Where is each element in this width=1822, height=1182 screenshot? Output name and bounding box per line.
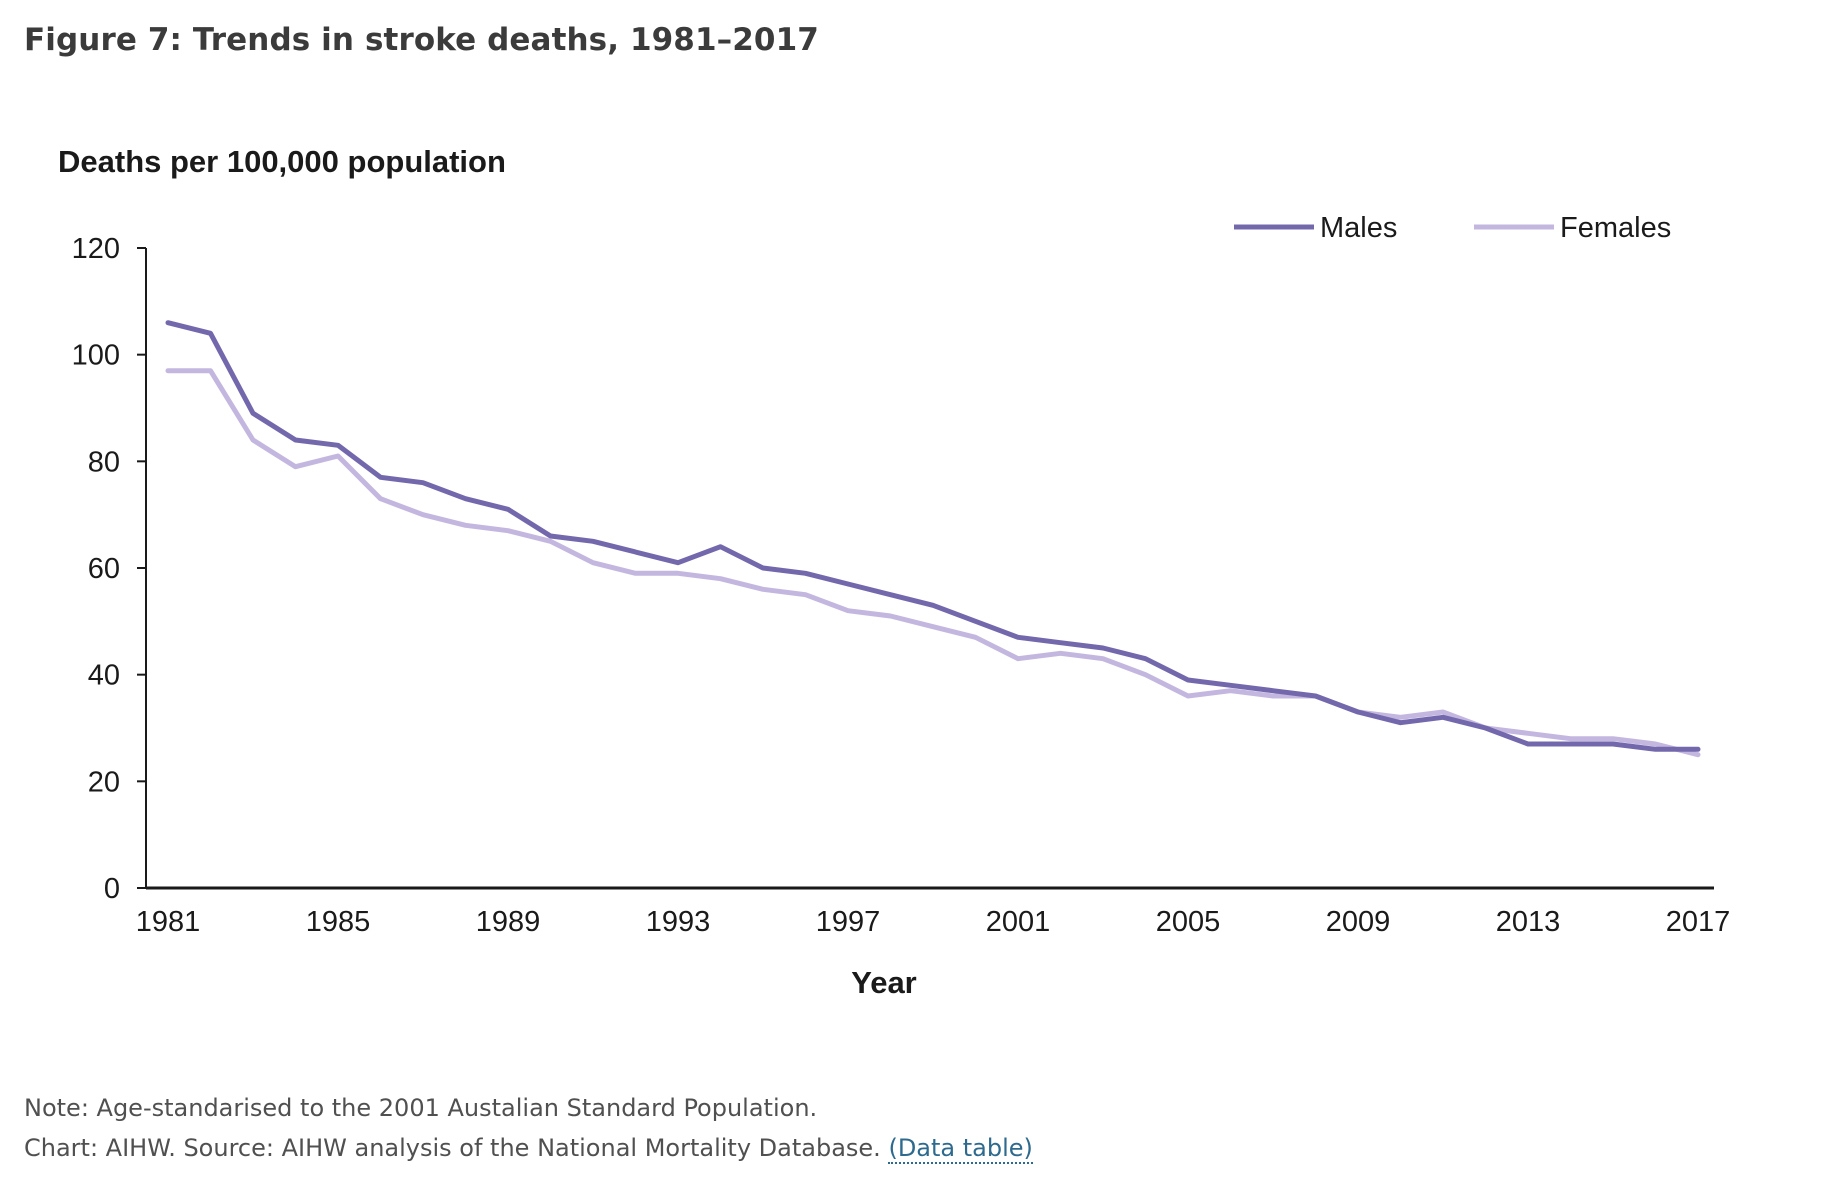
- series-line-females: [165, 368, 1701, 758]
- y-tick-label: 80: [88, 446, 120, 478]
- figure-title: Figure 7: Trends in stroke deaths, 1981–…: [24, 22, 819, 58]
- series-lines: [165, 320, 1701, 758]
- y-axis-ticks: 0 20 40 60 80 100 120: [72, 233, 146, 905]
- y-tick-label: 60: [88, 553, 120, 585]
- y-tick-label: 120: [72, 233, 120, 265]
- series-line-males: [165, 320, 1701, 752]
- y-tick-label: 40: [88, 660, 120, 692]
- x-tick-label: 1993: [646, 906, 711, 938]
- x-tick-label: 2005: [1156, 906, 1221, 938]
- x-tick-label: 2013: [1496, 906, 1561, 938]
- figure-notes: Note: Age-standarised to the 2001 Austal…: [24, 1088, 1033, 1168]
- y-axis-label: Deaths per 100,000 population: [58, 144, 506, 179]
- note-line: Note: Age-standarised to the 2001 Austal…: [24, 1088, 1033, 1128]
- source-line: Chart: AIHW. Source: AIHW analysis of th…: [24, 1128, 1033, 1168]
- legend: Males Females: [1234, 212, 1671, 244]
- x-axis-label: Year: [851, 965, 917, 1000]
- x-tick-label: 2001: [986, 906, 1051, 938]
- x-tick-label: 1997: [816, 906, 881, 938]
- y-tick-label: 100: [72, 340, 120, 372]
- axes: [145, 248, 1714, 890]
- x-tick-label: 2009: [1326, 906, 1391, 938]
- legend-label-females: Females: [1560, 212, 1671, 244]
- data-table-link[interactable]: (Data table): [888, 1134, 1033, 1164]
- y-tick-label: 20: [88, 766, 120, 798]
- x-tick-label: 1989: [476, 906, 541, 938]
- stroke-deaths-line-chart: Deaths per 100,000 population 0 20 40 60 80 1…: [58, 144, 1731, 1000]
- x-axis-ticks: 1981 1985 1989 1993 1997 2001 2005 2009 2013 2017: [136, 906, 1731, 938]
- legend-label-males: Males: [1320, 212, 1397, 244]
- x-tick-label: 1985: [306, 906, 371, 938]
- note-text: Note: Age-standarised to the 2001 Austal…: [24, 1094, 818, 1122]
- x-tick-label: 1981: [136, 906, 201, 938]
- source-text: Chart: AIHW. Source: AIHW analysis of th…: [24, 1134, 881, 1162]
- y-tick-label: 0: [104, 873, 120, 905]
- x-tick-label: 2017: [1666, 906, 1731, 938]
